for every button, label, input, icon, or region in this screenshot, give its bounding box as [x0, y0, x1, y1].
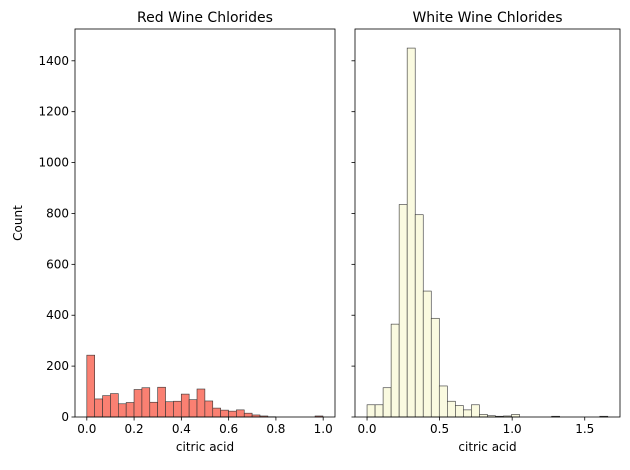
x-tick-label: 1.0	[503, 422, 522, 436]
histogram-bar	[196, 388, 206, 418]
histogram-bar	[463, 409, 472, 418]
histogram-bar	[243, 412, 253, 418]
histogram-bar	[157, 386, 166, 418]
histogram-bar	[406, 47, 416, 418]
histogram-bar	[455, 405, 464, 418]
histogram-bar	[382, 387, 392, 418]
histogram-bar	[149, 401, 158, 418]
histogram-bar	[236, 409, 245, 418]
y-tick-label: 0	[61, 410, 69, 424]
histogram-bar	[446, 400, 456, 418]
red-wine-panel: 0.0 0.2 0.4 0.6 0.8 1.0 0 200 400 600 800 1000 1200 1…	[11, 10, 336, 454]
y-tick-label: 1000	[38, 156, 69, 170]
y-axis-label: Count	[11, 205, 25, 241]
histogram-bar	[212, 407, 221, 418]
x-tick-label: 1.0	[314, 422, 333, 436]
histogram-bar	[414, 214, 424, 418]
histogram-bar	[374, 404, 384, 418]
y-tick-label: 800	[46, 206, 69, 220]
histogram-bar	[133, 389, 143, 418]
y-tick-label: 1400	[38, 54, 69, 68]
x-axis-label: citric acid	[458, 440, 516, 454]
histogram-bar	[438, 385, 448, 418]
histogram-bar	[430, 317, 440, 418]
histogram-bar	[204, 400, 214, 418]
x-tick-label: 0.0	[357, 422, 376, 436]
x-tick-label: 0.4	[172, 422, 191, 436]
plot-frame	[354, 28, 621, 418]
histogram-bar	[94, 398, 103, 418]
histogram-bar	[180, 393, 190, 418]
histogram-bar	[86, 354, 95, 418]
histogram-bar	[422, 290, 432, 418]
histogram-bar	[118, 403, 127, 418]
y-tick-label: 200	[46, 359, 69, 373]
histogram-bar	[220, 409, 229, 418]
x-tick-label: 0.2	[125, 422, 144, 436]
x-tick-label: 0.6	[219, 422, 238, 436]
histogram-bar	[125, 402, 135, 418]
x-tick-label: 1.5	[575, 422, 594, 436]
x-tick-label: 0.8	[266, 422, 285, 436]
y-tick-label: 400	[46, 308, 69, 322]
chart-title: White Wine Chlorides	[412, 10, 562, 26]
plot-frame	[74, 28, 336, 418]
histogram-bar	[110, 393, 119, 418]
histogram-bar	[165, 401, 174, 418]
y-tick-label: 600	[46, 257, 69, 271]
chart-title: Red Wine Chlorides	[137, 10, 273, 26]
white-wine-panel: 0.0 0.5 1.0 1.5 White Wine Chlorides citric a…	[351, 10, 621, 454]
x-tick-label: 0.0	[77, 422, 96, 436]
histogram-bar	[141, 387, 151, 418]
histogram-bar	[398, 204, 408, 418]
histogram-bar	[188, 399, 198, 418]
x-tick-label: 0.5	[430, 422, 449, 436]
histogram-bar	[173, 400, 182, 418]
histogram-bar	[390, 323, 400, 418]
histogram-bar	[228, 410, 237, 418]
x-axis-label: citric acid	[176, 440, 234, 454]
histogram-bar	[471, 404, 480, 418]
histogram-bar	[102, 395, 111, 418]
y-tick-label: 1200	[38, 105, 69, 119]
histogram-bar	[366, 404, 376, 418]
